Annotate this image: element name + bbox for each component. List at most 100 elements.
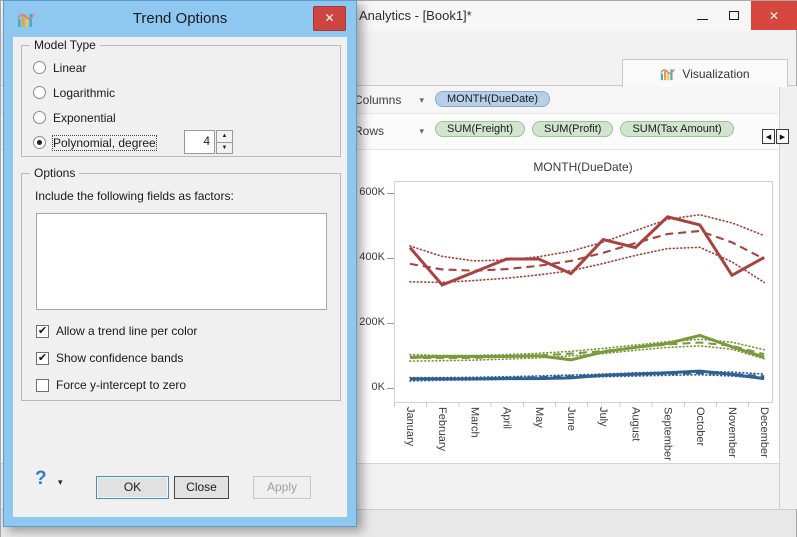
columns-shelf-label: Columns bbox=[354, 93, 402, 107]
checkbox-box-force-y-intercept-zero bbox=[36, 378, 49, 392]
radio-exponential[interactable]: Exponential bbox=[22, 105, 340, 130]
degree-value-field[interactable]: 4 bbox=[184, 130, 215, 154]
checkbox-force-y-intercept-zero[interactable]: Force y-intercept to zero bbox=[36, 378, 186, 392]
maximize-icon bbox=[729, 11, 739, 20]
radio-circle-logarithmic bbox=[33, 86, 46, 99]
model-type-legend: Model Type bbox=[30, 38, 100, 52]
checkbox-trend-line-per-color[interactable]: ✔ Allow a trend line per color bbox=[36, 324, 197, 338]
window-maximize-button[interactable] bbox=[719, 1, 749, 30]
x-axis-label-january: January bbox=[404, 407, 416, 447]
checkbox-label-trend-line-per-color: Allow a trend line per color bbox=[56, 324, 198, 338]
minimize-icon bbox=[696, 19, 708, 20]
window-minimize-button[interactable] bbox=[687, 1, 717, 30]
model-type-radios: Linear Logarithmic Exponential Polynomial, … bbox=[22, 55, 340, 155]
y-axis-tick bbox=[387, 323, 394, 324]
series-red-line bbox=[408, 215, 765, 287]
radio-label-logarithmic: Logarithmic bbox=[53, 85, 116, 100]
scroll-left-icon: ◀ bbox=[765, 133, 772, 141]
model-type-group: Model Type Linear Logarithmic Exponential P… bbox=[21, 38, 341, 157]
content-right-border bbox=[779, 86, 780, 509]
trend-chart-icon bbox=[17, 13, 35, 27]
columns-pill-container: MONTH(DueDate) bbox=[435, 91, 777, 107]
chart-plot-area bbox=[394, 181, 773, 403]
radio-linear[interactable]: Linear bbox=[22, 55, 340, 80]
visualization-chart-icon bbox=[660, 69, 676, 81]
pill-month-duedate[interactable]: MONTH(DueDate) bbox=[435, 91, 551, 107]
close-button[interactable]: Close bbox=[174, 476, 229, 499]
series-red-lower-confidence-band bbox=[409, 246, 766, 284]
pill-sum-profit[interactable]: SUM(Profit) bbox=[532, 121, 614, 137]
pill-sum-freight[interactable]: SUM(Freight) bbox=[435, 121, 526, 137]
checkbox-box-trend-line-per-color: ✔ bbox=[36, 324, 49, 338]
tab-label: Visualization bbox=[682, 66, 750, 81]
right-gutter bbox=[780, 86, 797, 509]
rows-pill-container: SUM(Freight) SUM(Profit) SUM(Tax Amount) bbox=[435, 121, 777, 137]
window-title: Analytics - [Book1]* bbox=[359, 8, 472, 23]
tab-visualization[interactable]: Visualization bbox=[622, 59, 788, 87]
x-axis-label-august: August bbox=[629, 407, 642, 442]
factors-label: Include the following fields as factors: bbox=[35, 189, 234, 203]
radio-circle-exponential bbox=[33, 111, 46, 124]
close-icon: ✕ bbox=[324, 11, 335, 25]
window-close-button[interactable]: ✕ bbox=[751, 1, 797, 30]
options-legend: Options bbox=[30, 166, 80, 180]
degree-spinner: 4 ▲ ▼ bbox=[184, 130, 233, 154]
chart-title: MONTH(DueDate) bbox=[533, 160, 633, 174]
factor-fields-listbox[interactable] bbox=[36, 213, 327, 310]
chevron-down-icon: ▾ bbox=[419, 94, 424, 105]
radio-circle-polynomial bbox=[33, 136, 46, 149]
series-green-line bbox=[409, 333, 765, 362]
checkbox-label-force-y-intercept-zero: Force y-intercept to zero bbox=[56, 378, 187, 392]
x-axis-label-september: September bbox=[661, 407, 674, 461]
columns-shelf-button[interactable]: Columns ▾ bbox=[347, 90, 431, 110]
ok-button[interactable]: OK bbox=[96, 476, 169, 499]
rows-shelf-label: Rows bbox=[354, 124, 385, 138]
x-axis-label-june: June bbox=[565, 407, 577, 431]
help-button[interactable]: ? bbox=[35, 468, 47, 489]
x-axis-label-february: February bbox=[436, 407, 449, 452]
series-blue-line bbox=[410, 369, 765, 381]
apply-button[interactable]: Apply bbox=[253, 476, 311, 499]
series-green-upper-confidence-band bbox=[409, 338, 766, 357]
dialog-body: Model Type Linear Logarithmic Exponential P… bbox=[13, 37, 347, 517]
x-axis-label-november: November bbox=[726, 407, 738, 458]
radio-label-polynomial: Polynomial, degree bbox=[52, 134, 157, 151]
radio-label-exponential: Exponential bbox=[53, 110, 116, 125]
y-axis-label-600k: 600K bbox=[359, 186, 385, 198]
x-axis-label-may: May bbox=[532, 407, 545, 428]
rows-shelf-button[interactable]: Rows ▾ bbox=[347, 121, 431, 141]
radio-polynomial[interactable]: Polynomial, degree bbox=[22, 130, 340, 155]
radio-logarithmic[interactable]: Logarithmic bbox=[22, 80, 340, 105]
x-axis-boundary-ticks bbox=[394, 402, 772, 407]
trend-options-dialog: Trend Options ✕ Model Type Linear Logarit… bbox=[3, 0, 357, 527]
y-axis-label-200k: 200K bbox=[359, 316, 385, 328]
y-axis-tick bbox=[387, 193, 394, 194]
dialog-close-button[interactable]: ✕ bbox=[313, 6, 346, 31]
x-axis-label-march: March bbox=[468, 407, 481, 438]
series-red-trend-line bbox=[409, 229, 765, 272]
y-axis-tick bbox=[387, 258, 394, 259]
options-group: Options Include the following fields as … bbox=[21, 166, 341, 401]
scroll-left-button[interactable]: ◀ bbox=[762, 129, 775, 144]
x-axis-label-july: July bbox=[597, 407, 610, 427]
checkbox-show-confidence-bands[interactable]: ✔ Show confidence bands bbox=[36, 351, 183, 365]
y-axis-tick bbox=[387, 388, 394, 389]
x-axis-label-april: April bbox=[500, 407, 513, 430]
pill-sum-tax-amount[interactable]: SUM(Tax Amount) bbox=[620, 121, 734, 137]
scroll-right-icon: ▶ bbox=[779, 133, 786, 141]
scroll-right-button[interactable]: ▶ bbox=[776, 129, 789, 144]
x-axis-label-december: December bbox=[758, 407, 771, 458]
dialog-titlebar: Trend Options ✕ bbox=[4, 1, 356, 37]
close-icon: ✕ bbox=[768, 8, 780, 23]
spinner-down-button[interactable]: ▼ bbox=[216, 141, 233, 154]
help-caret-icon[interactable]: ▾ bbox=[58, 477, 63, 487]
chart-svg bbox=[408, 213, 766, 382]
checkbox-label-show-confidence-bands: Show confidence bands bbox=[56, 351, 184, 365]
radio-circle-linear bbox=[33, 61, 46, 74]
dialog-title: Trend Options bbox=[132, 10, 228, 27]
shelf-scroll-buttons: ◀ ▶ bbox=[762, 129, 789, 144]
y-axis-label-0k: 0K bbox=[371, 381, 385, 393]
x-axis-label-october: October bbox=[693, 407, 706, 447]
checkbox-box-show-confidence-bands: ✔ bbox=[36, 351, 49, 365]
radio-label-linear: Linear bbox=[53, 60, 87, 75]
